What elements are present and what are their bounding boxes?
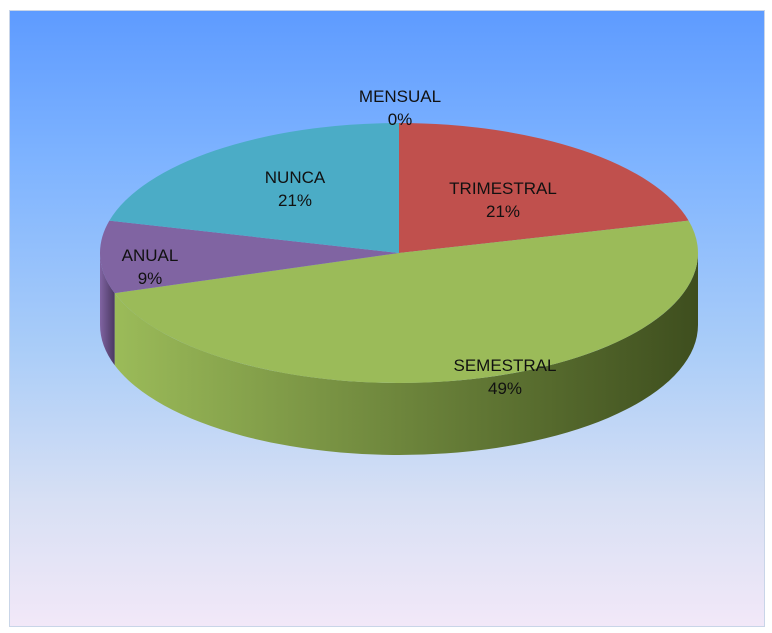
slice-anual [100,220,399,294]
label-anual-pct: 9% [137,269,163,288]
label-trimestral: TRIMESTRAL 21% [438,177,568,223]
label-trimestral-pct: 21% [485,202,521,221]
slice-semestral [114,220,699,383]
slice-nunca [109,123,399,253]
label-trimestral-name: TRIMESTRAL [449,179,557,198]
slice-trimestral [399,123,689,253]
label-mensual-name: MENSUAL [358,87,442,106]
chart-area: MENSUAL 0% TRIMESTRAL 21% SEMESTRAL 49% … [9,10,765,627]
label-mensual: MENSUAL 0% [350,85,450,131]
label-nunca-name: NUNCA [264,168,326,187]
label-nunca-pct: 21% [277,191,313,210]
label-nunca: NUNCA 21% [250,166,340,212]
label-semestral: SEMESTRAL 49% [440,354,570,400]
label-anual: ANUAL 9% [110,244,190,290]
slice-side-semestral [114,253,699,455]
pie-chart [100,123,699,455]
label-mensual-pct: 0% [387,110,413,129]
label-semestral-name: SEMESTRAL [453,356,557,375]
label-semestral-pct: 49% [487,379,523,398]
label-anual-name: ANUAL [121,246,179,265]
slice-side-anual [100,253,115,366]
